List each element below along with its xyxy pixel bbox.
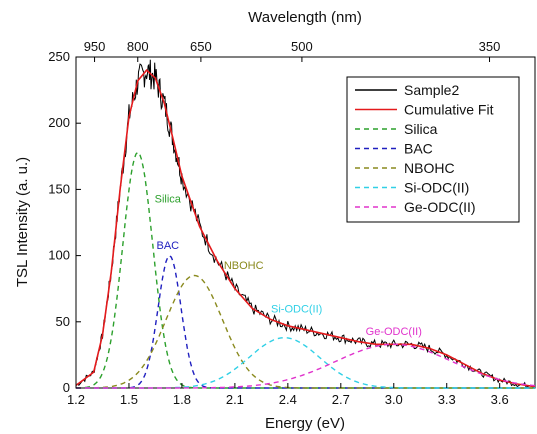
legend-label: NBOHC <box>404 160 455 176</box>
y-tick-label: 150 <box>48 181 70 196</box>
y-tick-label: 0 <box>63 380 70 395</box>
annotations-layer: Silica BAC NBOHC Si-ODC(II) Ge-ODC(II) <box>155 194 422 338</box>
annotation-label: BAC <box>156 240 179 252</box>
legend-label: Si-ODC(II) <box>404 180 469 196</box>
legend-label: Silica <box>404 121 438 137</box>
y-tick-label: 100 <box>48 248 70 263</box>
legend: Sample2 Cumulative Fit Silica BAC NBOHC Si-OD… <box>346 76 520 223</box>
legend-label: Ge-ODC(II) <box>404 199 476 215</box>
x-tick-label: 3.0 <box>385 392 403 407</box>
top-tick-label: 350 <box>479 39 501 54</box>
series-nbohc-line <box>76 274 535 389</box>
legend-label: BAC <box>404 141 433 157</box>
x-tick-label: 1.2 <box>67 392 85 407</box>
y-tick-label: 250 <box>48 49 70 64</box>
annotation-label: Ge-ODC(II) <box>366 326 422 338</box>
x-axis-title: Energy (eV) <box>265 415 345 432</box>
series-si-odc-ii-line <box>76 336 535 389</box>
legend-box <box>346 76 520 223</box>
y-tick-label: 50 <box>56 314 70 329</box>
x-tick-label: 3.3 <box>438 392 456 407</box>
y-tick-label: 200 <box>48 115 70 130</box>
x-tick-label: 2.7 <box>332 392 350 407</box>
top-tick-label: 800 <box>127 39 149 54</box>
legend-label: Cumulative Fit <box>404 102 494 118</box>
x-tick-label: 1.8 <box>173 392 191 407</box>
y-axis-title: TSL Intensity (a. u.) <box>14 157 31 287</box>
ticks-layer: 1.2 1.5 1.8 2.1 2.4 2.7 3.0 3.3 3.6 0 50 100 150 200 2… <box>48 39 508 407</box>
curves-layer <box>75 59 536 389</box>
annotation-label: Silica <box>155 194 182 206</box>
series-bac-line <box>76 254 535 389</box>
legend-label: Sample2 <box>404 82 459 98</box>
top-tick-label: 950 <box>84 39 106 54</box>
x-tick-label: 1.5 <box>120 392 138 407</box>
x-tick-label: 2.4 <box>279 392 297 407</box>
annotation-label: Si-ODC(II) <box>271 304 322 316</box>
series-cumulative-fit-line <box>75 69 536 388</box>
x-tick-label: 3.6 <box>491 392 509 407</box>
top-tick-label: 500 <box>291 39 313 54</box>
x-tick-label: 2.1 <box>226 392 244 407</box>
top-tick-label: 650 <box>190 39 212 54</box>
top-axis-title: Wavelength (nm) <box>248 9 362 26</box>
annotation-label: NBOHC <box>224 260 264 272</box>
series-ge-odc-ii-line <box>76 343 536 389</box>
